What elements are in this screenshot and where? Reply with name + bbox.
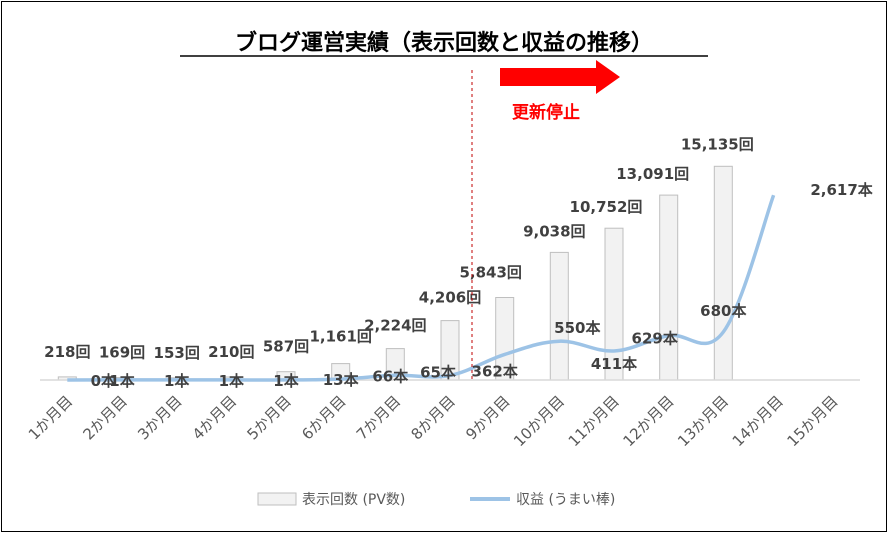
bar-data-label: 15,135回 (681, 135, 754, 153)
bar (659, 194, 679, 381)
annotation: 更新停止 (471, 60, 620, 380)
bar-data-label: 2,224回 (364, 317, 426, 335)
legend-line-label: 収益 (うまい棒) (516, 492, 615, 508)
x-tick-label: 12か月目 (619, 392, 677, 450)
legend-bar-label: 表示回数 (PV数) (302, 492, 405, 508)
legend-bar-swatch (257, 492, 297, 506)
line-series (67, 194, 776, 382)
line-data-label: 550本 (554, 319, 600, 337)
line-data-label: 13本 (323, 371, 359, 389)
bar-data-label: 210回 (208, 343, 254, 361)
x-tick-label: 3か月目 (134, 392, 185, 443)
chart-title: ブログ運営実績（表示回数と収益の推移） (235, 30, 653, 56)
line-data-label: 1本 (273, 372, 298, 390)
bar-data-label: 169回 (99, 344, 145, 362)
x-tick-label: 13か月目 (674, 392, 732, 450)
x-tick-label: 2か月目 (80, 392, 131, 443)
bar-series (57, 165, 733, 381)
x-tick-label: 6か月目 (298, 392, 349, 443)
x-tick-label: 7か月目 (353, 392, 404, 443)
line-data-label: 66本 (372, 367, 408, 385)
x-tick-label: 10か月目 (510, 392, 568, 450)
bar-data-label: 153回 (154, 344, 200, 362)
right-arrow-icon (500, 60, 620, 94)
bar-data-label: 5,843回 (459, 264, 521, 282)
bar (713, 165, 733, 381)
bar-data-label: 13,091回 (616, 165, 689, 183)
bar-data-label: 587回 (263, 338, 309, 356)
x-tick-label: 1か月目 (25, 392, 76, 443)
line-data-label: 680本 (700, 302, 746, 320)
x-tick-label: 9か月目 (462, 392, 513, 443)
bar-data-label: 1,161回 (309, 328, 371, 346)
bar-data-label: 4,206回 (419, 289, 481, 307)
line-data-label: 1本 (219, 372, 244, 390)
update-stop-label: 更新停止 (512, 102, 580, 123)
line-data-label: 629本 (632, 330, 678, 348)
bar (549, 251, 569, 381)
line-data-label: 0本 (91, 372, 116, 390)
bar-data-label: 218回 (44, 343, 90, 361)
x-tick-label: 4か月目 (189, 392, 240, 443)
x-tick-label: 5か月目 (244, 392, 295, 443)
line-data-label: 362本 (472, 362, 518, 380)
x-tick-label: 11か月目 (565, 392, 623, 450)
legend: 表示回数 (PV数) 収益 (うまい棒) (257, 492, 615, 508)
line-data-label: 65本 (420, 363, 456, 381)
x-tick-label: 8か月目 (408, 392, 459, 443)
line-data-label: 2,617本 (810, 181, 872, 199)
revenue-line (67, 194, 776, 382)
line-data-label: 1本 (164, 372, 189, 390)
x-tick-labels: 1か月目 2か月目 3か月目 4か月目 5か月目 6か月目 7か月目 8か月目 9か月目10か月… (25, 392, 842, 450)
x-tick-label: 15か月目 (783, 392, 841, 450)
line-data-label: 411本 (591, 355, 637, 373)
x-tick-label: 14か月目 (729, 392, 787, 450)
bar-data-label: 9,038回 (523, 222, 585, 240)
line-data-label: 1本 (109, 372, 134, 390)
bar-data-label: 10,752回 (570, 198, 643, 216)
